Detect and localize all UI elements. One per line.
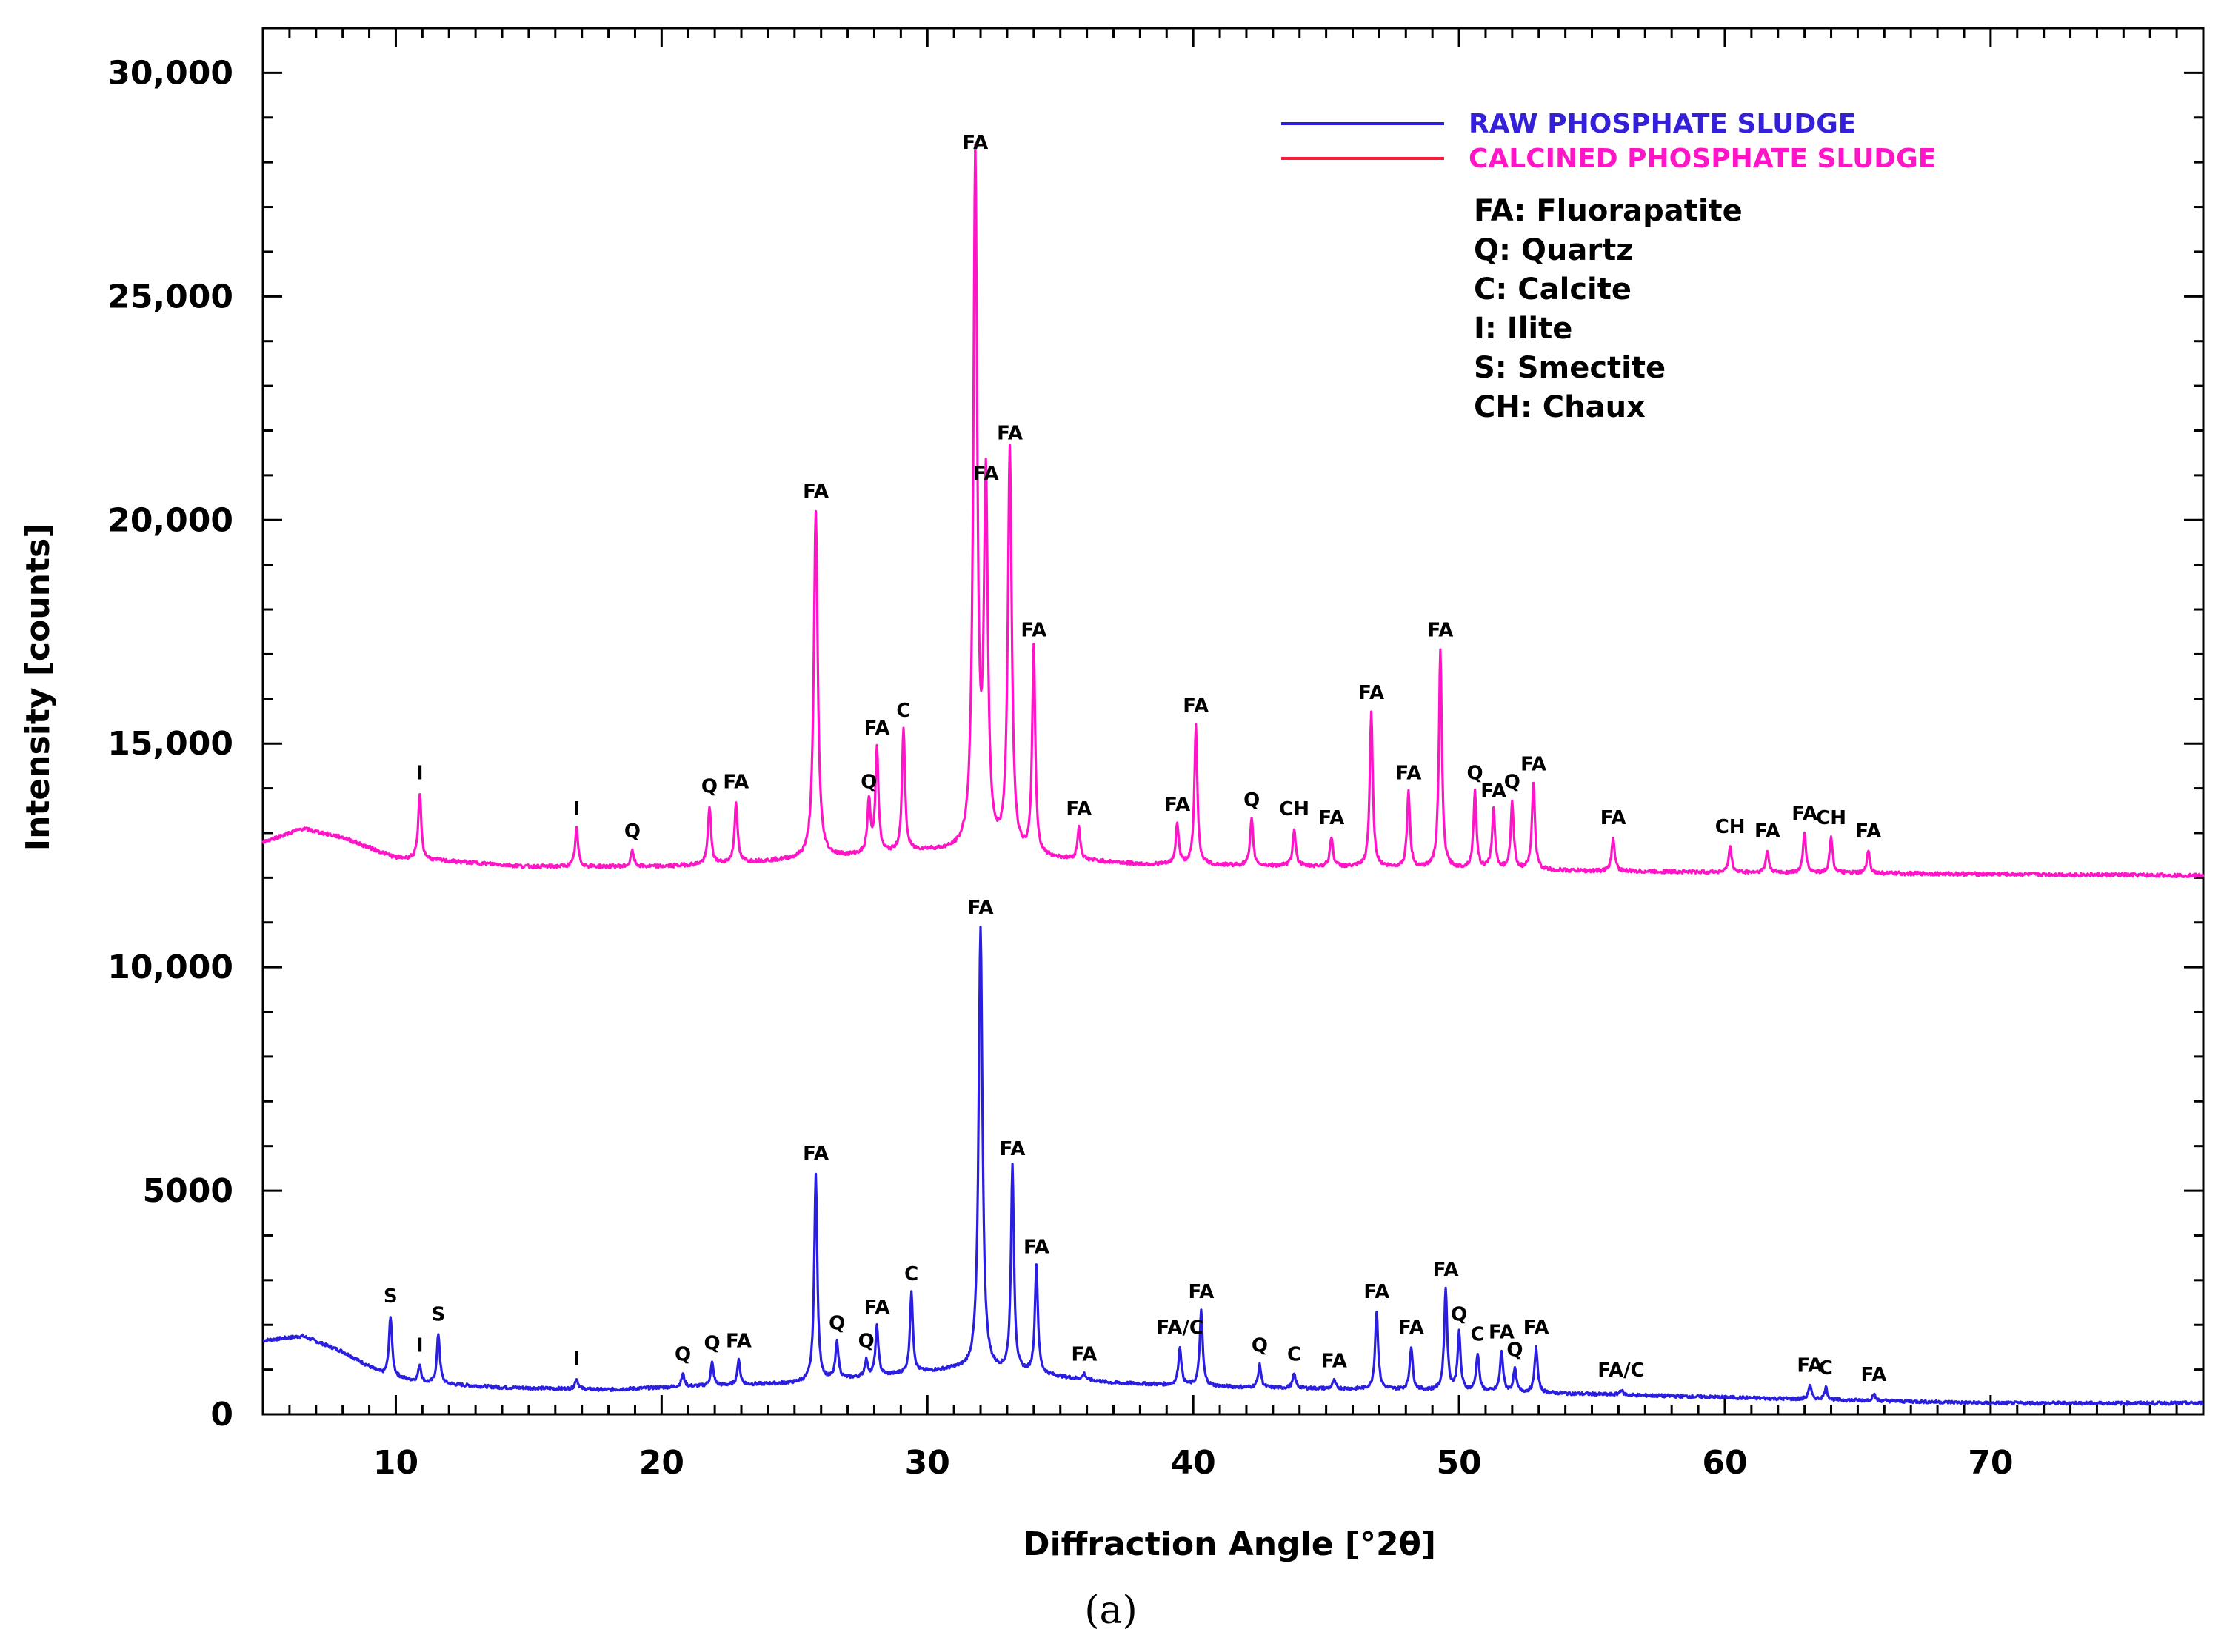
- x-tick-label: 30: [905, 1444, 950, 1482]
- peak-label: Q: [1451, 1303, 1467, 1325]
- peak-label: Q: [675, 1344, 691, 1366]
- peak-label: FA: [1395, 763, 1421, 785]
- peak-label: FA: [803, 481, 829, 503]
- peak-label: FA: [1861, 1364, 1887, 1386]
- peak-label: FA/C: [1156, 1317, 1203, 1339]
- phase-key-entry: CH: Chaux: [1474, 390, 1646, 424]
- x-axis-title: Diffraction Angle [°2θ]: [1023, 1525, 1436, 1563]
- peak-label: S: [432, 1303, 446, 1325]
- peak-label: FA: [1754, 820, 1780, 843]
- peak-label: Q: [624, 820, 641, 843]
- peak-label: FA: [1520, 754, 1546, 776]
- peak-label: C: [896, 700, 910, 722]
- peak-label: Q: [858, 1331, 875, 1353]
- series-line-raw: [262, 926, 2204, 1406]
- peak-label: FA: [1489, 1321, 1515, 1343]
- legend-label: CALCINED PHOSPHATE SLUDGE: [1469, 144, 1936, 174]
- peak-label: Q: [701, 776, 718, 798]
- y-tick-label: 20,000: [107, 501, 233, 539]
- peak-label: S: [384, 1285, 398, 1308]
- peak-label: FA: [1797, 1355, 1823, 1377]
- phase-key-entry: FA: Fluorapatite: [1474, 194, 1743, 228]
- phase-key-entry: I: Ilite: [1474, 312, 1572, 346]
- x-tick-label: 70: [1968, 1444, 2013, 1482]
- x-tick-label: 10: [373, 1444, 418, 1482]
- peak-label: FA: [1791, 803, 1817, 825]
- peak-label: FA: [1855, 820, 1881, 843]
- y-tick-label: 15,000: [107, 725, 233, 763]
- peak-label: FA: [1321, 1351, 1347, 1373]
- peak-label: CH: [1715, 816, 1746, 838]
- peak-label: FA: [1480, 780, 1506, 803]
- x-tick-label: 60: [1702, 1444, 1747, 1482]
- series-line-calcined: [261, 143, 2205, 879]
- peak-label: FA: [803, 1143, 829, 1165]
- peak-label: FA: [864, 718, 890, 740]
- peak-label: Q: [1243, 789, 1260, 812]
- peak-label: FA: [1363, 1281, 1389, 1303]
- peak-label: C: [1287, 1344, 1301, 1366]
- phase-key-entry: C: Calcite: [1474, 272, 1632, 307]
- y-axis-title: Intensity [counts]: [19, 524, 57, 852]
- phase-key-entry: Q: Quartz: [1474, 233, 1634, 267]
- peak-label: FA: [1427, 619, 1453, 641]
- peak-label: Q: [861, 772, 877, 794]
- y-tick-label: 0: [210, 1396, 233, 1434]
- peak-label: Q: [1467, 763, 1483, 785]
- peak-label: CH: [1279, 798, 1309, 820]
- peak-label: FA: [1600, 807, 1626, 829]
- peak-label: FA: [1318, 807, 1344, 829]
- peak-label: I: [416, 1335, 424, 1357]
- peak-label: FA: [1066, 798, 1092, 820]
- peak-label: C: [1471, 1323, 1485, 1345]
- y-tick-label: 5000: [143, 1172, 233, 1210]
- peak-label: FA: [1523, 1317, 1549, 1339]
- peak-label: FA: [1398, 1317, 1424, 1339]
- y-tick-label: 10,000: [107, 949, 233, 986]
- peak-label: Q: [829, 1312, 845, 1334]
- peak-label: I: [416, 763, 424, 785]
- peak-label: FA: [1000, 1138, 1026, 1160]
- peak-label: FA: [864, 1297, 890, 1319]
- peak-label: FA: [968, 897, 994, 919]
- peak-label: FA: [723, 772, 749, 794]
- peak-label: FA: [1358, 682, 1384, 704]
- peak-label: C: [1819, 1357, 1833, 1380]
- peak-label: C: [904, 1263, 918, 1285]
- peak-label: FA: [1023, 1237, 1049, 1259]
- x-tick-label: 50: [1436, 1444, 1481, 1482]
- peak-label: FA: [1188, 1281, 1214, 1303]
- figure-caption: (a): [1084, 1588, 1138, 1633]
- peak-label: CH: [1816, 807, 1846, 829]
- peak-label: FA: [997, 423, 1023, 445]
- peak-label: Q: [1252, 1335, 1268, 1357]
- peak-label: FA: [1072, 1344, 1098, 1366]
- peak-label: FA: [1433, 1259, 1459, 1281]
- peak-label: FA: [1183, 695, 1209, 718]
- peak-label: FA: [726, 1331, 752, 1353]
- y-tick-label: 25,000: [107, 278, 233, 315]
- plot-frame: [261, 27, 2205, 1416]
- legend-label: RAW PHOSPHATE SLUDGE: [1469, 109, 1856, 139]
- peak-label: FA: [962, 132, 988, 154]
- peak-label: FA/C: [1597, 1360, 1644, 1382]
- peak-label: Q: [1506, 1340, 1523, 1362]
- peak-label: I: [573, 798, 581, 820]
- x-tick-label: 20: [639, 1444, 684, 1482]
- peak-label: Q: [704, 1333, 720, 1355]
- y-tick-label: 30,000: [107, 54, 233, 92]
- peak-label: FA: [973, 463, 999, 485]
- peak-label: FA: [1021, 619, 1046, 641]
- peak-label: I: [573, 1348, 581, 1371]
- phase-key-entry: S: Smectite: [1474, 351, 1666, 385]
- peak-label: Q: [1504, 772, 1520, 794]
- x-tick-label: 40: [1171, 1444, 1216, 1482]
- peak-label: FA: [1164, 794, 1190, 816]
